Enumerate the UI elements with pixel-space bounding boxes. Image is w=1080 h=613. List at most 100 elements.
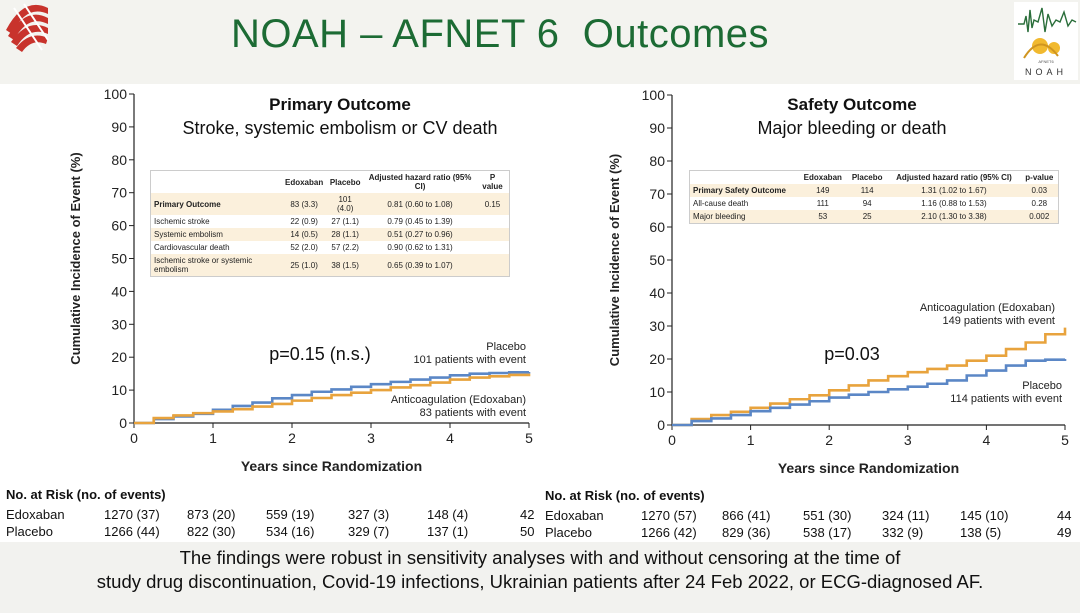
safety-chart-title: Safety Outcome [787,95,916,114]
safety-x-tick-label: 5 [1061,432,1069,448]
table-row: Cardiovascular death 52 (2.0) 57 (2.2) 0.90… [151,241,510,254]
primary-y-axis-label: Cumulative Incidence of Event (%) [68,152,83,364]
safety-p-value: p=0.03 [824,344,880,364]
primary-x-tick-label: 3 [367,430,375,446]
table-cell: 0.81 (0.60 to 1.08) [364,193,476,215]
left-logo-icon [6,3,49,52]
primary-y-tick-label: 20 [111,349,127,365]
table-header-row: Edoxaban Placebo Adjusted hazard ratio (95… [151,171,510,194]
table-cell: 22 (0.9) [290,217,318,226]
safety-at-risk-value: 49 [1057,525,1072,540]
table-header-cell: Edoxaban [285,177,324,187]
safety-y-tick-label: 10 [649,384,665,400]
table-cell: Ischemic stroke or systemic embolism [150,254,282,277]
table-cell: Primary Safety Outcome [689,184,799,197]
primary-at-risk-row-label: Placebo [6,524,53,539]
table-cell: 0.79 (0.45 to 1.39) [387,217,453,226]
table-cell: Primary Outcome [150,193,282,215]
table-cell: All-cause death [693,199,749,208]
safety-at-risk-title: No. at Risk (no. of events) [545,488,705,503]
table-cell: 0.51 (0.27 to 0.96) [364,228,476,241]
table-header-cell: Adjusted hazard ratio (95% CI) [896,173,1012,182]
primary-at-risk-value: 534 (16) [266,524,315,539]
primary-series-label: Anticoagulation (Edoxaban) [391,394,526,406]
safety-at-risk-value: 324 (11) [882,508,930,523]
safety-y-tick-label: 30 [649,318,665,334]
primary-y-tick-label: 50 [111,251,127,267]
table-cell: 27 (1.1) [331,217,359,226]
table-cell: 0.65 (0.39 to 1.07) [364,254,476,277]
primary-y-tick-label: 100 [104,86,128,102]
table-row: All-cause death 111 94 1.16 (0.88 to 1.53) 0… [690,197,1059,210]
safety-chart-subtitle: Major bleeding or death [757,118,946,138]
safety-y-tick-label: 60 [649,219,665,235]
safety-x-tick-label: 1 [747,432,755,448]
safety-y-tick-label: 100 [642,87,666,103]
table-cell: 0.28 [1031,199,1048,208]
primary-p-value: p=0.15 (n.s.) [269,344,371,364]
table-row: Major bleeding 53 25 2.10 (1.30 to 3.38) 0.0… [689,210,1059,224]
table-row: Primary Outcome 83 (3.3) 101 (4.0) 0.81 (0.… [150,193,510,215]
safety-y-tick-label: 40 [649,285,665,301]
table-row: Primary Safety Outcome 149 114 1.31 (1.02 t… [689,184,1059,197]
primary-y-tick-label: 90 [111,119,127,135]
safety-y-tick-label: 20 [649,351,665,367]
table-cell: 38 (1.5) [326,254,365,277]
safety-series-label: 114 patients with event [950,393,1062,405]
primary-series-label: 101 patients with event [413,354,526,366]
safety-y-axis-label: Cumulative Incidence of Event (%) [607,154,622,366]
primary-at-risk-value: 327 (3) [348,507,390,522]
safety-series-line [672,358,1067,427]
table-cell: 25 [847,210,888,224]
table-row: Ischemic stroke or systemic embolism 25 (… [150,254,510,277]
primary-at-risk-value: 559 (19) [266,507,315,522]
primary-y-tick-label: 10 [111,382,127,398]
safety-series-label: Anticoagulation (Edoxaban) [920,302,1055,314]
primary-at-risk-value: 329 (7) [348,524,390,539]
safety-at-risk-value: 551 (30) [803,508,852,523]
table-cell: 1.31 (1.02 to 1.67) [887,184,1021,197]
table-cell: 149 [798,184,848,197]
primary-chart-title: Primary Outcome [269,95,411,114]
table-header-cell: Edoxaban [803,173,842,182]
table-header-cell [690,171,799,185]
safety-at-risk-value: 332 (9) [882,525,924,540]
primary-at-risk-value: 1266 (44) [104,524,160,539]
primary-outcome-table: Edoxaban Placebo Adjusted hazard ratio (95… [150,170,510,277]
logo-small-text: AFNET6 [1038,59,1054,64]
table-header-cell: Adjusted hazard ratio (95% CI) [368,173,472,191]
table-cell: 114 [847,184,888,197]
primary-x-axis-label: Years since Randomization [241,458,422,474]
safety-at-risk-value: 829 (36) [722,525,771,540]
table-cell: 53 [798,210,848,224]
noah-logo-icon: AFNET6 NOAH [1014,2,1078,80]
safety-at-risk-value: 538 (17) [803,525,852,540]
safety-x-tick-label: 2 [825,432,833,448]
header-band [0,0,1080,84]
safety-x-axis-label: Years since Randomization [778,460,959,476]
primary-at-risk-row-label: Edoxaban [6,507,65,522]
safety-x-tick-label: 0 [668,432,676,448]
table-cell [476,241,510,254]
primary-y-tick-label: 60 [111,218,127,234]
primary-x-tick-label: 1 [209,430,217,446]
primary-at-risk-value: 137 (1) [427,524,469,539]
table-header-cell: Placebo [851,173,883,182]
table-cell: 52 (2.0) [290,243,318,252]
safety-at-risk-value: 1266 (42) [641,525,697,540]
table-cell: 94 [862,199,872,208]
safety-series-line [672,327,1067,427]
table-cell: 0.90 (0.62 to 1.31) [387,243,453,252]
primary-y-tick-label: 40 [111,283,127,299]
table-header-cell: Placebo [329,177,361,187]
table-cell: 111 [816,199,829,208]
footnote-line-1: The findings were robust in sensitivity … [179,547,901,568]
primary-y-tick-label: 70 [111,185,127,201]
safety-outcome-table: Edoxaban Placebo Adjusted hazard ratio (95… [689,170,1059,224]
table-cell: Major bleeding [689,210,799,224]
primary-x-tick-label: 4 [446,430,454,446]
table-cell: 0.002 [1020,210,1059,224]
safety-y-tick-label: 50 [649,252,665,268]
